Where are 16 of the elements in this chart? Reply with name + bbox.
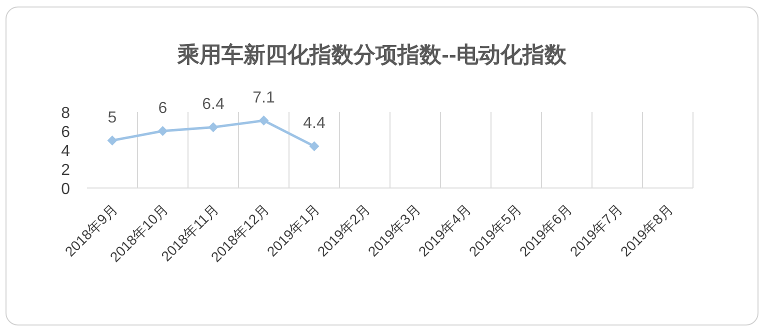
y-tick-label: 8 — [61, 105, 70, 122]
point — [107, 136, 118, 146]
y-tick-label: 4 — [61, 143, 70, 160]
point — [158, 126, 168, 136]
chart-title: 乘用车新四化指数分项指数--电动化指数 — [176, 42, 568, 67]
point — [258, 116, 269, 126]
data-label: 6.4 — [202, 96, 224, 114]
y-tick-label: 6 — [61, 124, 70, 141]
data-label: 4.4 — [303, 115, 326, 132]
data-label: 7.1 — [252, 90, 275, 107]
point — [208, 122, 218, 132]
y-tick-label: 0 — [61, 181, 70, 198]
data-label: 5 — [108, 110, 117, 126]
data-label: 6 — [158, 100, 168, 117]
y-tick-label: 2 — [61, 162, 70, 179]
point — [309, 141, 320, 152]
